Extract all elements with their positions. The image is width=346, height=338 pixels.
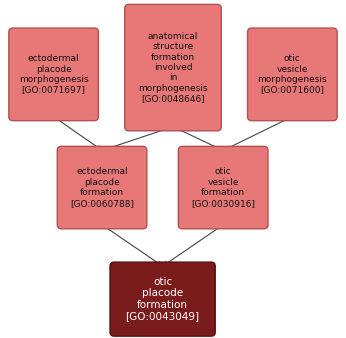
FancyBboxPatch shape	[179, 146, 268, 229]
FancyBboxPatch shape	[110, 262, 215, 336]
Text: otic
vesicle
morphogenesis
[GO:0071600]: otic vesicle morphogenesis [GO:0071600]	[257, 54, 327, 94]
Text: ectodermal
placode
formation
[GO:0060788]: ectodermal placode formation [GO:0060788…	[70, 168, 134, 208]
Text: otic
placode
formation
[GO:0043049]: otic placode formation [GO:0043049]	[126, 277, 200, 321]
FancyBboxPatch shape	[9, 28, 99, 121]
FancyBboxPatch shape	[248, 28, 337, 121]
FancyBboxPatch shape	[125, 4, 221, 131]
Text: ectodermal
placode
morphogenesis
[GO:0071697]: ectodermal placode morphogenesis [GO:007…	[19, 54, 89, 94]
Text: otic
vesicle
formation
[GO:0030916]: otic vesicle formation [GO:0030916]	[191, 168, 255, 208]
FancyBboxPatch shape	[57, 146, 147, 229]
Text: anatomical
structure
formation
involved
in
morphogenesis
[GO:0048646]: anatomical structure formation involved …	[138, 32, 208, 103]
